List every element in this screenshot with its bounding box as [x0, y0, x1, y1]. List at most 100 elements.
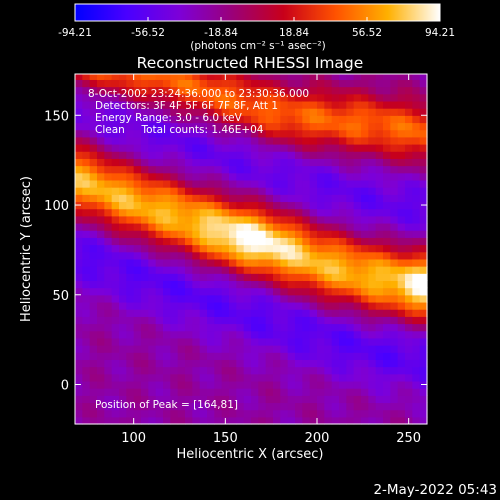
heatmap-cell [236, 395, 245, 404]
heatmap-cell [383, 409, 391, 418]
heatmap-cell [97, 222, 105, 231]
heatmap-cell [383, 416, 391, 425]
heatmap-cell [229, 352, 237, 360]
heatmap-cell [229, 151, 237, 159]
heatmap-cell [368, 208, 377, 217]
heatmap-cell [243, 388, 252, 396]
heatmap-cell [251, 74, 259, 80]
heatmap-cell [353, 100, 362, 109]
heatmap-cell [214, 194, 223, 203]
heatmap-cell [368, 215, 377, 224]
heatmap-cell [265, 273, 274, 282]
heatmap-cell [221, 230, 230, 238]
heatmap-cell [243, 359, 252, 368]
heatmap-cell [229, 366, 237, 375]
heatmap-cell [273, 416, 281, 425]
heatmap-cell [273, 136, 281, 145]
heatmap-cell [346, 323, 355, 332]
heatmap-cell [317, 273, 325, 282]
heatmap-cell [412, 115, 421, 124]
heatmap-cell [199, 258, 208, 267]
heatmap-cell [383, 122, 391, 131]
heatmap-cell [104, 93, 113, 102]
heatmap-cell [148, 388, 157, 396]
heatmap-cell [89, 330, 98, 339]
heatmap-cell [309, 122, 318, 131]
heatmap-cell [397, 222, 406, 231]
heatmap-cell [141, 337, 149, 346]
heatmap-cell [295, 158, 303, 167]
heatmap-cell [75, 273, 83, 282]
heatmap-cell [221, 352, 230, 360]
heatmap-cell [353, 366, 362, 375]
heatmap-cell [265, 208, 274, 217]
heatmap-cell [207, 74, 215, 80]
heatmap-cell [82, 208, 91, 217]
heatmap-cell [368, 100, 377, 109]
heatmap-cell [265, 74, 274, 80]
heatmap-cell [148, 115, 157, 124]
heatmap-cell [192, 373, 201, 382]
heatmap-cell [331, 380, 340, 389]
heatmap-cell [280, 294, 289, 303]
heatmap-cell [280, 273, 289, 282]
heatmap-cell [265, 380, 274, 389]
heatmap-cell [148, 301, 157, 310]
heatmap-cell [353, 136, 362, 145]
heatmap-cell [229, 93, 237, 102]
heatmap-cell [192, 237, 201, 246]
heatmap-cell [287, 172, 296, 181]
heatmap-cell [405, 345, 413, 353]
heatmap-cell [163, 258, 171, 267]
heatmap-cell [339, 237, 347, 246]
heatmap-cell [368, 366, 377, 375]
heatmap-cell [82, 309, 91, 317]
heatmap-cell [111, 309, 120, 317]
heatmap-cell [339, 201, 347, 210]
heatmap-cell [192, 108, 201, 116]
heatmap-cell [339, 158, 347, 167]
heatmap-cell [302, 122, 311, 131]
heatmap-cell [353, 345, 362, 353]
heatmap-cell [104, 388, 113, 396]
heatmap-cell [185, 136, 193, 145]
heatmap-cell [302, 201, 311, 210]
heatmap-cell [287, 179, 296, 188]
heatmap-cell [383, 201, 391, 210]
heatmap-cell [133, 380, 142, 389]
heatmap-cell [119, 201, 127, 210]
heatmap-cell [375, 93, 384, 102]
heatmap-cell [119, 388, 127, 396]
heatmap-cell [170, 416, 179, 425]
heatmap-cell [265, 122, 274, 131]
heatmap-cell [280, 122, 289, 131]
heatmap-cell [141, 187, 149, 195]
heatmap-cell [133, 352, 142, 360]
heatmap-cell [258, 115, 267, 124]
heatmap-cell [258, 294, 267, 303]
heatmap-cell [89, 316, 98, 325]
heatmap-cell [361, 258, 369, 267]
heatmap-cell [375, 273, 384, 282]
heatmap-cell [361, 144, 369, 152]
heatmap-cell [75, 244, 83, 253]
heatmap-cell [405, 402, 413, 411]
heatmap-cell [236, 409, 245, 418]
heatmap-cell [375, 244, 384, 253]
heatmap-cell [405, 273, 413, 282]
heatmap-cell [390, 395, 399, 404]
heatmap-cell [119, 273, 127, 282]
heatmap-cell [390, 337, 399, 346]
heatmap-cell [221, 158, 230, 167]
heatmap-cell [368, 122, 377, 131]
heatmap-cell [331, 222, 340, 231]
heatmap-cell [75, 172, 83, 181]
heatmap-cell [104, 416, 113, 425]
heatmap-cell [199, 251, 208, 260]
heatmap-cell [309, 352, 318, 360]
heatmap-cell [207, 323, 215, 332]
heatmap-cell [251, 380, 259, 389]
heatmap-cell [192, 115, 201, 124]
heatmap-cell [170, 409, 179, 418]
